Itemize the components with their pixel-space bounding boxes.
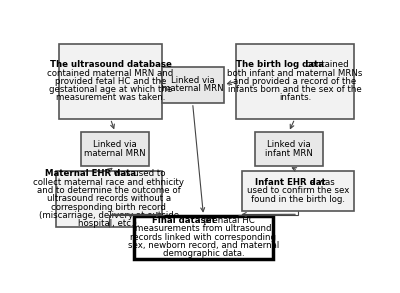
Text: maternal MRN: maternal MRN: [162, 84, 224, 93]
Text: Final dataset: Final dataset: [152, 216, 216, 225]
Text: Linked via: Linked via: [93, 140, 137, 149]
Text: Linked via: Linked via: [171, 76, 214, 85]
Text: gestational age at which the: gestational age at which the: [49, 85, 172, 94]
Text: sex, newborn record, and maternal: sex, newborn record, and maternal: [128, 241, 279, 250]
Bar: [255, 132, 323, 166]
Text: : prenatal HC: : prenatal HC: [198, 216, 254, 225]
Text: measurement was taken.: measurement was taken.: [56, 93, 165, 103]
Text: Maternal EHR data: Maternal EHR data: [45, 169, 136, 178]
Bar: [56, 171, 162, 227]
Text: used to confirm the sex: used to confirm the sex: [247, 186, 349, 195]
Bar: [162, 67, 224, 103]
Bar: [236, 44, 354, 119]
Text: was used to: was used to: [111, 169, 166, 178]
Text: contained: contained: [303, 60, 349, 69]
Bar: [134, 216, 273, 258]
Text: measurements from ultrasound: measurements from ultrasound: [135, 224, 272, 233]
Text: Linked via: Linked via: [267, 140, 310, 149]
Text: The birth log data: The birth log data: [236, 60, 324, 69]
Bar: [81, 132, 149, 166]
Text: infants.: infants.: [279, 93, 311, 103]
Text: demographic data.: demographic data.: [163, 249, 244, 258]
Text: found in the birth log.: found in the birth log.: [251, 195, 345, 204]
Bar: [59, 44, 162, 119]
Text: hospital, etc.).: hospital, etc.).: [78, 219, 140, 228]
Text: provided fetal HC and the: provided fetal HC and the: [55, 77, 166, 86]
Text: ultrasound records without a: ultrasound records without a: [47, 194, 171, 203]
Text: (miscarriage, delivery at outside: (miscarriage, delivery at outside: [39, 211, 179, 220]
Text: corresponding birth record: corresponding birth record: [52, 202, 166, 212]
Text: infants born and the sex of the: infants born and the sex of the: [228, 85, 362, 94]
Text: records linked with corresponding: records linked with corresponding: [130, 233, 276, 242]
Text: Infant EHR dat: Infant EHR dat: [255, 178, 326, 187]
Text: infant MRN: infant MRN: [265, 149, 313, 158]
Text: a was: a was: [310, 178, 335, 187]
Text: and to determine the outcome of: and to determine the outcome of: [37, 186, 181, 195]
Text: maternal MRN: maternal MRN: [84, 149, 146, 158]
Text: collect maternal race and ethnicity: collect maternal race and ethnicity: [34, 178, 184, 187]
Text: and provided a record of the: and provided a record of the: [233, 77, 356, 86]
Text: The ultrasound database: The ultrasound database: [50, 60, 171, 69]
Bar: [242, 171, 354, 211]
Text: contained maternal MRN and: contained maternal MRN and: [47, 69, 174, 78]
Text: both infant and maternal MRNs: both infant and maternal MRNs: [227, 69, 362, 78]
